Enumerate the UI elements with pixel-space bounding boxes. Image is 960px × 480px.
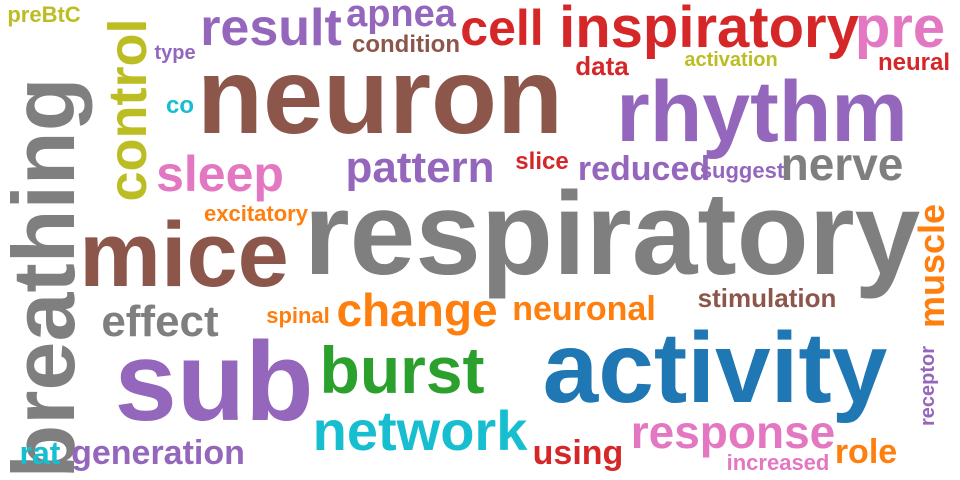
word-sub: sub — [114, 319, 314, 444]
word-slice: slice — [515, 148, 569, 175]
word-inspiratory: inspiratory — [559, 0, 859, 60]
word-spinal: spinal — [266, 303, 330, 328]
word-control: control — [98, 18, 158, 202]
word-activity: activity — [542, 312, 888, 424]
word-preBtC: preBtC — [7, 2, 81, 27]
word-result: result — [200, 0, 342, 57]
word-apnea: apnea — [346, 0, 456, 35]
word-rhythm: rhythm — [616, 64, 908, 160]
word-suggest: suggest — [699, 158, 785, 183]
word-neuronal: neuronal — [512, 290, 656, 328]
word-data: data — [575, 51, 629, 81]
word-co: co — [165, 92, 195, 119]
word-mice: mice — [79, 204, 289, 306]
word-reduced: reduced — [577, 150, 711, 188]
word-muscle: muscle — [911, 203, 952, 329]
word-neuron: neuron — [197, 35, 563, 156]
word-excitatory: excitatory — [204, 201, 308, 226]
word-pre: pre — [854, 0, 946, 60]
word-response: response — [630, 406, 836, 458]
word-respiratory: respiratory — [303, 168, 921, 300]
word-generation: generation — [71, 434, 245, 472]
word-network: network — [312, 399, 528, 462]
word-rat: rat — [19, 435, 61, 471]
word-pattern: pattern — [345, 143, 495, 192]
word-change: change — [336, 284, 498, 336]
word-burst: burst — [319, 333, 485, 407]
word-breathing: breathing — [0, 77, 93, 479]
word-using: using — [532, 434, 624, 472]
word-stimulation: stimulation — [697, 283, 837, 313]
word-condition: condition — [352, 31, 460, 58]
word-sleep: sleep — [156, 146, 284, 202]
word-nerve: nerve — [780, 138, 904, 190]
word-type: type — [154, 42, 196, 64]
word-cell: cell — [460, 0, 544, 56]
word-effect: effect — [101, 297, 219, 346]
word-role: role — [834, 433, 898, 471]
word-receptor: receptor — [917, 345, 939, 427]
word-activation: activation — [684, 49, 778, 71]
word-increased: increased — [726, 450, 830, 475]
word-neural: neural — [877, 49, 951, 76]
